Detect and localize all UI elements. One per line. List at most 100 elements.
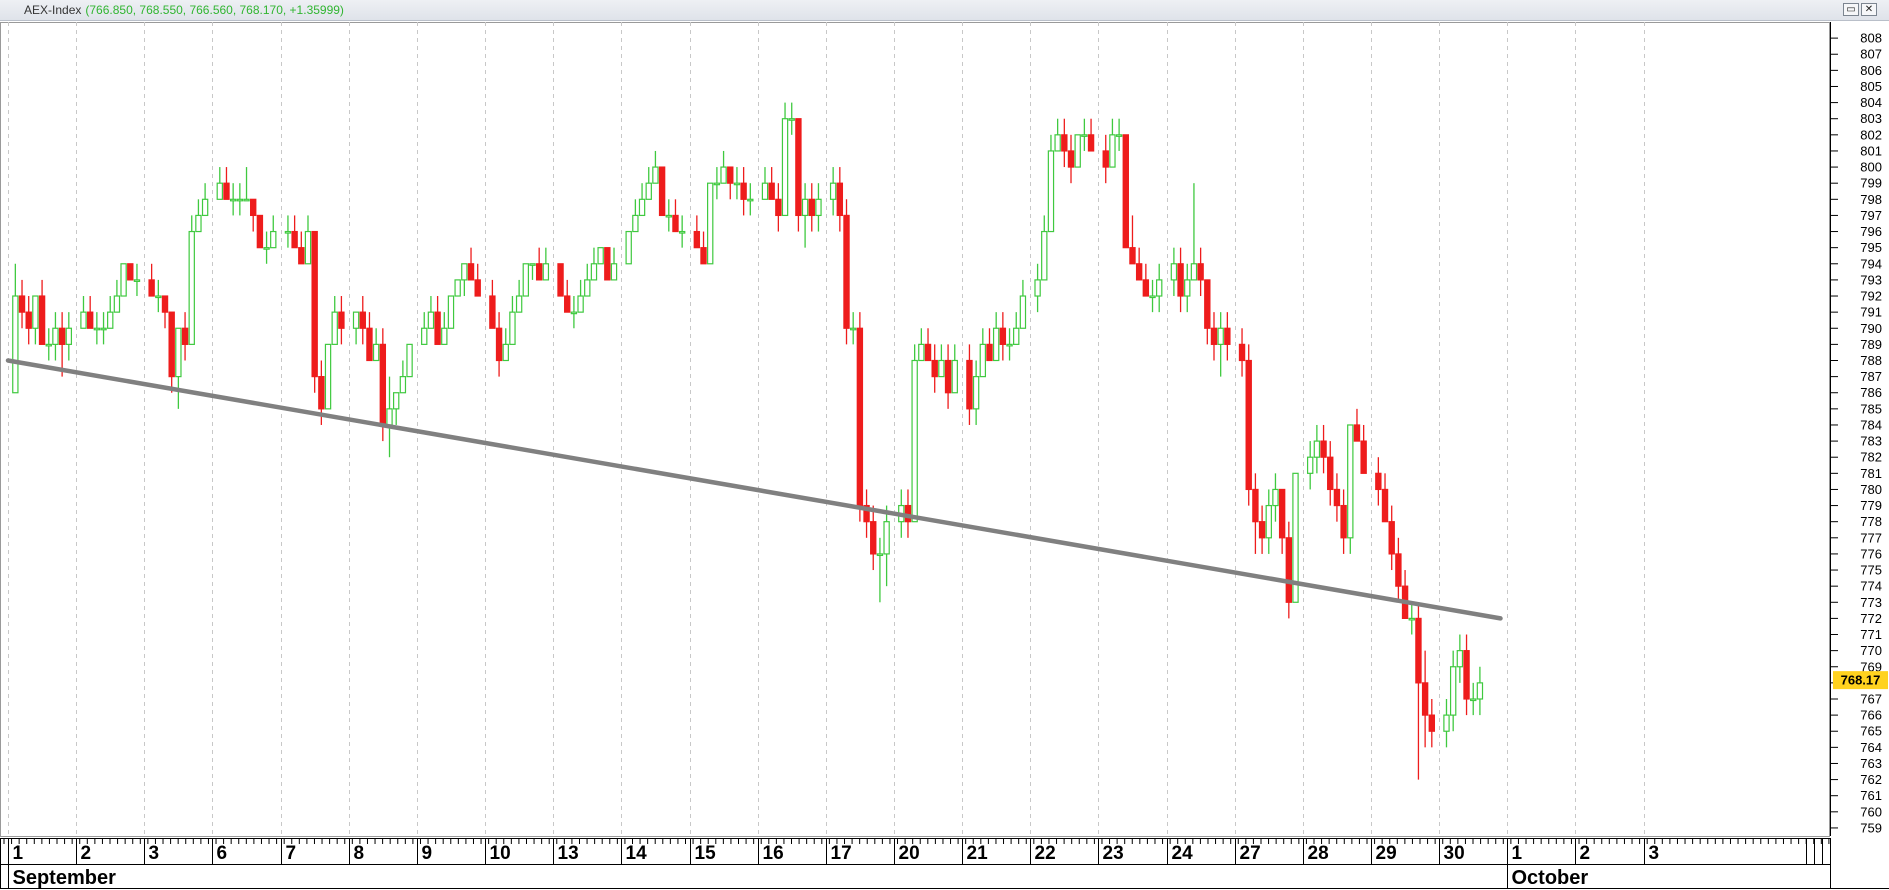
candle-up xyxy=(951,359,958,394)
price-tick-label: 793 xyxy=(1860,272,1882,287)
candle-up xyxy=(577,295,584,313)
candle-up xyxy=(1347,424,1354,539)
price-tick-label: 788 xyxy=(1860,353,1882,368)
candle-down xyxy=(467,263,475,281)
candle-up xyxy=(570,311,578,315)
candle-down xyxy=(1395,553,1402,587)
candle-up xyxy=(597,247,604,265)
day-label: 21 xyxy=(967,843,989,864)
candle-down xyxy=(924,343,932,362)
restore-button[interactable]: ▭ xyxy=(1843,3,1859,16)
candle-up xyxy=(788,118,795,121)
candle-down xyxy=(870,521,877,555)
candle-down xyxy=(1327,456,1334,491)
candle-down xyxy=(1375,472,1382,491)
candle-down xyxy=(944,359,952,394)
candle-down xyxy=(148,279,155,297)
last-price-label: 768.17 xyxy=(1841,673,1881,688)
candle-up xyxy=(1217,327,1224,345)
support-trendline xyxy=(5,358,1503,621)
candle-down xyxy=(836,182,844,217)
price-axis[interactable]: 7597607617627637647657667677687697707717… xyxy=(1830,22,1889,836)
day-label: 9 xyxy=(422,843,433,864)
price-tick-label: 780 xyxy=(1860,482,1882,497)
candle-up xyxy=(195,214,202,233)
candle-up xyxy=(454,279,461,297)
price-tick-label: 787 xyxy=(1860,369,1882,384)
candle-down xyxy=(1102,150,1109,168)
price-tick-label: 763 xyxy=(1860,756,1882,771)
candle-up xyxy=(761,182,769,200)
candle-down xyxy=(1353,424,1361,442)
candle-down xyxy=(1197,263,1204,281)
candle-up xyxy=(324,343,332,410)
candle-up xyxy=(1476,682,1484,700)
price-tick-label: 779 xyxy=(1860,498,1882,513)
candle-down xyxy=(1135,263,1143,281)
candle-down xyxy=(1463,650,1470,700)
symbol-title: AEX-Index (766.850, 768.550, 766.560, 768… xyxy=(24,3,344,17)
day-label: 10 xyxy=(490,843,511,864)
candle-up xyxy=(236,198,244,202)
chart-window-titlebar: AEX-Index (766.850, 768.550, 766.560, 768… xyxy=(0,0,1889,21)
day-label: 16 xyxy=(763,843,784,864)
candle-down xyxy=(1388,521,1395,555)
candle-down xyxy=(1278,488,1286,539)
price-tick-label: 772 xyxy=(1860,611,1882,626)
price-tick-label: 789 xyxy=(1860,337,1882,352)
candle-down xyxy=(298,247,305,265)
candle-down xyxy=(1204,279,1211,329)
price-tick-label: 760 xyxy=(1860,804,1882,819)
candle-up xyxy=(1272,488,1279,507)
candle-down xyxy=(161,295,169,313)
candle-down xyxy=(1285,537,1293,603)
close-button[interactable]: ✕ xyxy=(1861,3,1877,16)
price-tick-label: 801 xyxy=(1860,143,1882,158)
price-tick-label: 778 xyxy=(1860,514,1882,529)
candle-up xyxy=(911,359,918,523)
price-tick-label: 764 xyxy=(1860,740,1882,755)
candle-up xyxy=(372,343,380,362)
price-tick-label: 790 xyxy=(1860,321,1882,336)
candle-down xyxy=(1177,263,1184,297)
candle-up xyxy=(638,198,646,217)
candle-up xyxy=(1313,440,1321,458)
candle-up xyxy=(515,295,523,313)
time-axis[interactable]: 1 2 3 6 7 8 9 10 13 14 15 16 17 20 21 22 23 24 27 28 29 30 1 2 3… xyxy=(0,838,1889,889)
candle-down xyxy=(474,279,481,297)
price-tick-label: 766 xyxy=(1860,708,1882,723)
candle-down xyxy=(1421,682,1429,716)
candle-down xyxy=(366,327,373,362)
price-tick-label: 798 xyxy=(1860,192,1882,207)
candle-up xyxy=(652,166,659,184)
candle-up xyxy=(216,182,223,200)
candle-up xyxy=(1156,279,1163,297)
price-tick-label: 805 xyxy=(1860,79,1882,94)
price-tick-label: 774 xyxy=(1860,579,1882,594)
price-tick-label: 761 xyxy=(1860,788,1882,803)
candle-down xyxy=(1320,440,1327,458)
day-label: 22 xyxy=(1035,843,1056,864)
candle-down xyxy=(338,311,345,329)
day-label: 14 xyxy=(626,843,648,864)
candle-up xyxy=(1109,134,1116,168)
candle-down xyxy=(966,359,973,410)
candle-down xyxy=(1224,327,1231,345)
price-tick-label: 786 xyxy=(1860,385,1882,400)
candle-down xyxy=(1381,488,1389,523)
candle-down xyxy=(1340,504,1347,539)
month-label: September xyxy=(13,867,117,889)
candle-down xyxy=(256,214,264,249)
time-axis-background xyxy=(0,838,1889,889)
candle-up xyxy=(733,182,741,186)
candle-up xyxy=(12,295,19,394)
candle-up xyxy=(1047,150,1055,233)
candle-down xyxy=(693,230,701,249)
candle-down xyxy=(986,343,993,362)
candle-up xyxy=(1115,134,1123,137)
candle-up xyxy=(849,327,857,331)
candle-up xyxy=(427,311,435,329)
day-label: 13 xyxy=(558,843,579,864)
price-tick-label: 759 xyxy=(1860,820,1882,835)
